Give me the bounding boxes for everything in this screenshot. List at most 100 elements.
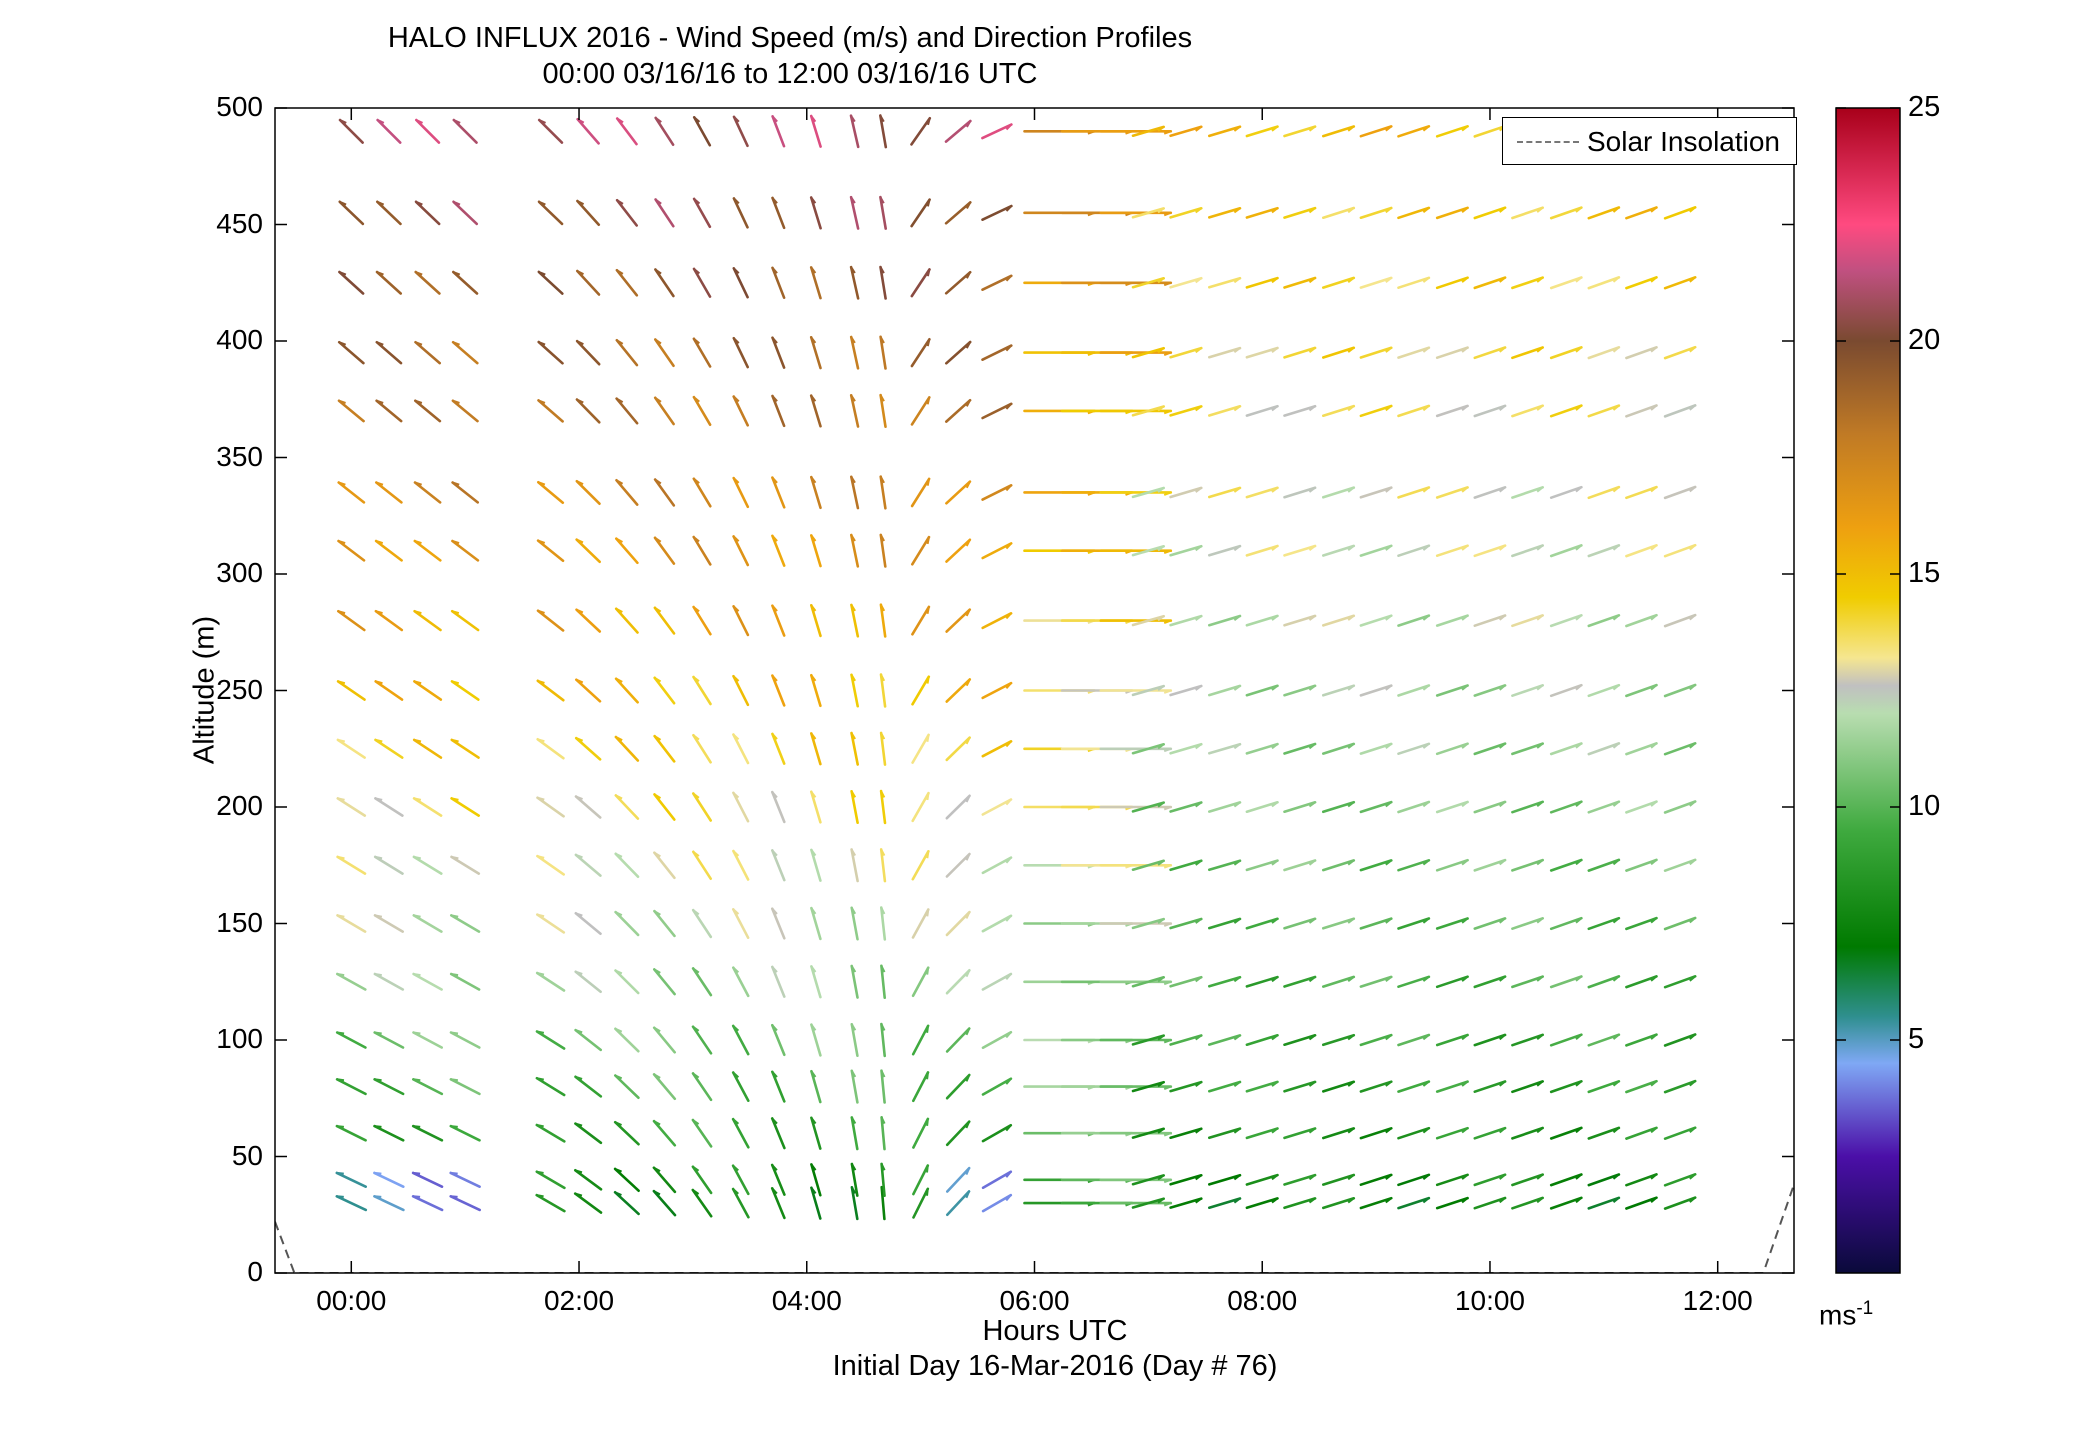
wind-barb-shaft xyxy=(414,340,442,365)
wind-barb-shaft xyxy=(613,1120,640,1146)
wind-barb-shaft xyxy=(414,118,441,144)
wind-barb-head xyxy=(693,477,700,484)
wind-barb-shaft xyxy=(879,533,887,568)
wind-barb-shaft xyxy=(770,1023,786,1057)
wind-barb-head xyxy=(1499,742,1506,749)
wind-barb-head xyxy=(850,394,856,402)
wind-barb-shaft xyxy=(1322,346,1356,359)
wind-barb-head xyxy=(1461,917,1469,924)
wind-barb-shaft xyxy=(770,1117,786,1150)
wind-barb xyxy=(1663,1126,1697,1140)
wind-barb xyxy=(771,336,786,369)
wind-barb-shaft xyxy=(1587,485,1621,500)
wind-barb-head xyxy=(771,791,778,799)
wind-barb-shaft xyxy=(1322,917,1356,930)
wind-barb-shaft xyxy=(1435,125,1469,138)
wind-barb xyxy=(1131,207,1165,219)
wind-barb xyxy=(880,1162,886,1197)
wind-barb xyxy=(574,970,602,994)
wind-barb-shaft xyxy=(912,1187,930,1219)
wind-barb-head xyxy=(575,1169,583,1174)
wind-barb-head xyxy=(536,1030,545,1034)
wind-barb-shaft xyxy=(1208,742,1242,755)
wind-barb-shaft xyxy=(574,795,602,819)
wind-barb-head xyxy=(1163,619,1172,624)
wind-barb-head xyxy=(692,1189,700,1195)
wind-barb-head xyxy=(1575,1173,1583,1180)
wind-barb-shaft xyxy=(614,969,640,995)
wind-barb-shaft xyxy=(1473,1080,1507,1093)
wind-barb xyxy=(1587,1033,1621,1047)
wind-barb-shaft xyxy=(1625,404,1658,418)
wind-barb xyxy=(1131,859,1165,872)
wind-barb xyxy=(1322,346,1356,359)
wind-barb-head xyxy=(926,676,930,684)
wind-barb-head xyxy=(1163,549,1172,555)
wind-barb-shaft xyxy=(691,792,713,822)
wind-barb-head xyxy=(616,479,624,485)
wind-barb-shaft xyxy=(413,609,442,632)
wind-barb-shaft xyxy=(451,340,479,365)
wind-barb-head xyxy=(337,914,345,918)
wind-barb xyxy=(1663,1196,1697,1210)
wind-barb-shaft xyxy=(574,911,602,936)
wind-barb-head xyxy=(771,115,778,123)
wind-barb-shaft xyxy=(575,339,601,366)
wind-barb xyxy=(981,1170,1013,1190)
wind-barb-shaft xyxy=(1169,614,1203,627)
wind-barb-head xyxy=(451,680,460,685)
wind-barb-head xyxy=(1347,1081,1355,1087)
wind-barb-head xyxy=(926,1188,929,1196)
wind-barb xyxy=(981,402,1013,420)
wind-barb-head xyxy=(1536,276,1544,283)
wind-barb-shaft xyxy=(1322,276,1356,289)
wind-barb xyxy=(732,535,750,567)
wind-barb xyxy=(1169,1127,1203,1139)
wind-barb xyxy=(910,477,931,508)
wind-barb-head xyxy=(810,266,817,274)
wind-barb xyxy=(1283,742,1317,755)
wind-barb-shaft xyxy=(911,1024,930,1056)
wind-barb xyxy=(945,910,971,937)
wind-barb-head xyxy=(452,271,461,276)
wind-barb xyxy=(1245,486,1279,499)
wind-barb-shaft xyxy=(374,609,404,632)
wind-barb-head xyxy=(576,480,584,486)
wind-barb xyxy=(1435,614,1469,627)
wind-barb xyxy=(1322,1080,1356,1093)
wind-barb xyxy=(1397,1196,1431,1210)
wind-barb-shaft xyxy=(1587,1033,1621,1047)
wind-barb xyxy=(613,1120,640,1146)
wind-barb xyxy=(336,797,367,817)
wind-barb-head xyxy=(1347,486,1355,493)
wind-barb-head xyxy=(1650,742,1658,749)
wind-barb-shaft xyxy=(1359,859,1393,872)
wind-barb xyxy=(1169,486,1203,499)
wind-barb-shaft xyxy=(375,200,402,226)
wind-barb xyxy=(373,1124,405,1142)
wind-barb xyxy=(1587,742,1621,756)
wind-barb-shaft xyxy=(1397,917,1431,930)
wind-barb-head xyxy=(1271,859,1279,866)
wind-barb-head xyxy=(1005,1124,1012,1132)
wind-barb-head xyxy=(1612,1197,1620,1203)
wind-barb-shaft xyxy=(731,1187,750,1219)
wind-barb-shaft xyxy=(945,1166,971,1193)
wind-barb-shaft xyxy=(615,198,639,227)
wind-barb xyxy=(1473,614,1507,628)
wind-barb-shaft xyxy=(880,1185,886,1221)
wind-barb xyxy=(1397,684,1431,697)
wind-barb-head xyxy=(879,115,885,123)
wind-barb xyxy=(414,200,441,226)
wind-barb-head xyxy=(1308,207,1316,214)
wind-barb-shaft xyxy=(732,266,749,299)
wind-barb-head xyxy=(374,1125,382,1128)
wind-barb-head xyxy=(1575,917,1583,924)
wind-barb xyxy=(1208,207,1242,219)
wind-barb-head xyxy=(537,855,545,859)
wind-barb-shaft xyxy=(1625,916,1658,931)
wind-barb-head xyxy=(451,855,459,860)
wind-barb xyxy=(691,1072,713,1102)
wind-barb xyxy=(850,1186,859,1221)
wind-barb-head xyxy=(536,1170,544,1174)
